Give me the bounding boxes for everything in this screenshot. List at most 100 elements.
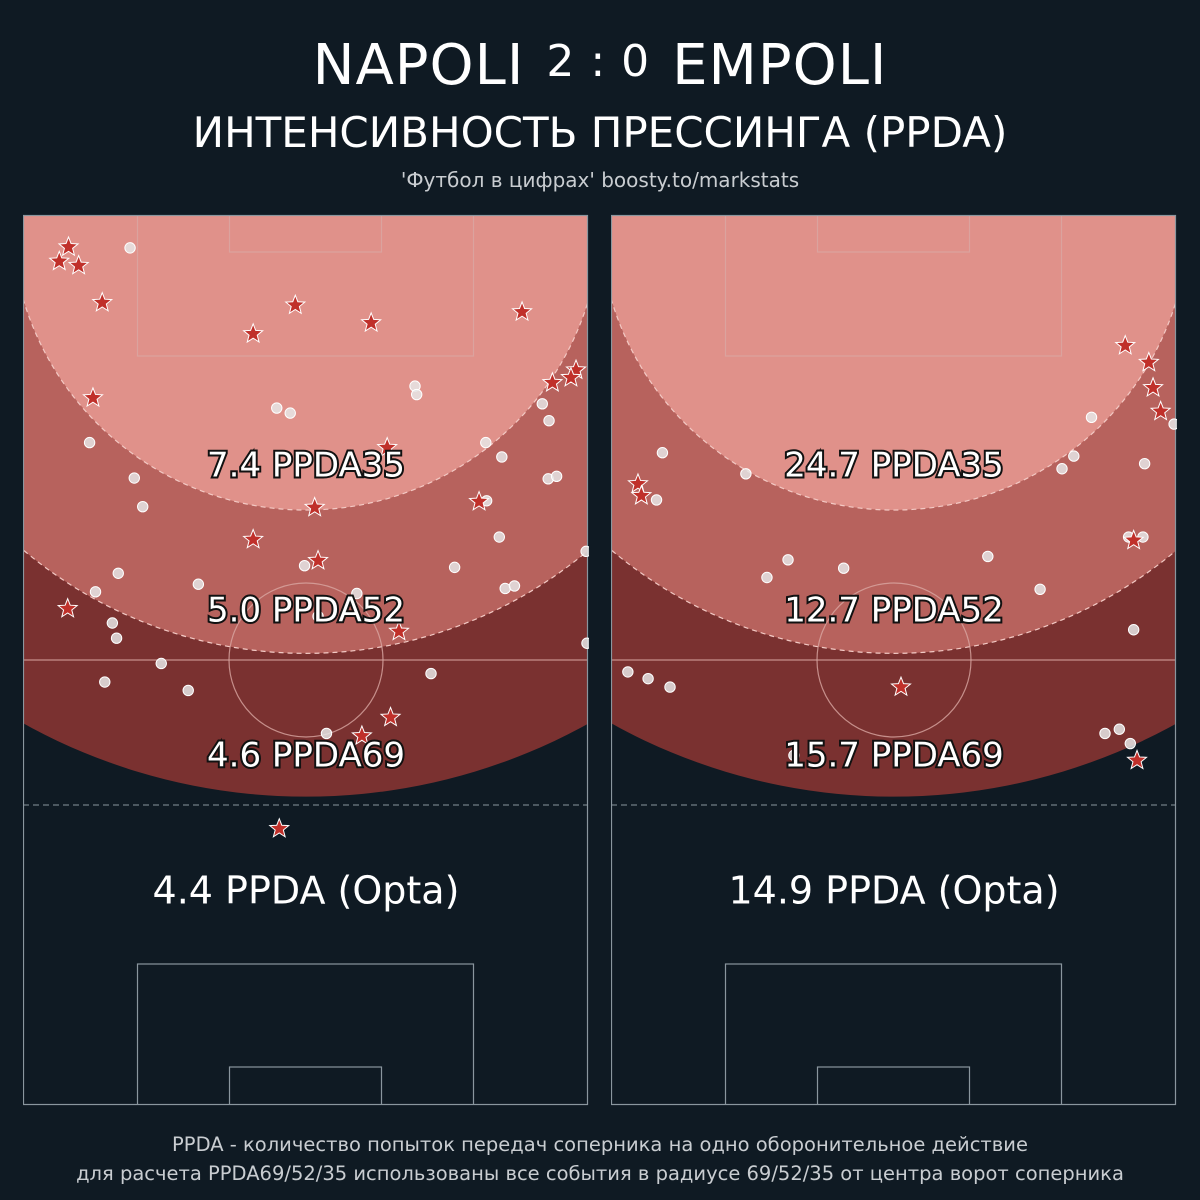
event-star: [56, 597, 79, 618]
event-dot: [480, 436, 492, 449]
event-star: [1114, 334, 1137, 355]
footer-notes: PPDA - количество попыток передач соперн…: [0, 1130, 1200, 1188]
event-dot: [1127, 624, 1140, 636]
event-star: [242, 322, 264, 344]
event-star: [376, 436, 399, 457]
event-star: [890, 675, 912, 697]
event-dot: [581, 637, 589, 649]
event-dot: [508, 580, 521, 592]
event-dot: [761, 571, 773, 584]
event-dot: [536, 398, 548, 410]
event-dot: [110, 632, 123, 644]
event-dot: [192, 578, 205, 590]
event-star: [360, 311, 382, 333]
event-star: [1126, 749, 1148, 770]
event-dot: [182, 684, 194, 697]
event-star: [1149, 400, 1172, 421]
event-dot: [1138, 457, 1151, 470]
event-star: [351, 724, 373, 746]
zone-label-ppda69: 4.6 PPDA69: [207, 736, 405, 776]
event-dot: [83, 436, 96, 449]
event-dot: [1113, 723, 1126, 735]
event-dot: [664, 681, 676, 693]
match-title: NAPOLI 2 : 0 EMPOLI: [0, 28, 1200, 100]
six-yard-box-bottom: [816, 1066, 971, 1105]
pitch-chart-napoli: 7.4 PPDA35 5.0 PPDA52 4.6 PPDA69 4.4 PPDA (…: [23, 214, 589, 1106]
event-dot: [271, 402, 283, 414]
event-dot: [124, 242, 136, 254]
event-dot: [312, 610, 324, 622]
penalty-box-top: [136, 215, 475, 357]
event-dot: [128, 472, 140, 484]
event-dot: [788, 749, 800, 762]
event-star: [242, 528, 264, 549]
event-dot: [284, 407, 296, 419]
six-yard-box-top: [816, 215, 971, 253]
event-dot: [137, 500, 149, 513]
match-score: 2 : 0: [546, 36, 651, 87]
event-dot: [410, 388, 423, 401]
event-dot: [155, 657, 167, 670]
event-dot: [1124, 737, 1136, 750]
event-star: [511, 300, 533, 322]
six-yard-box-bottom: [228, 1066, 383, 1105]
center-circle: [816, 582, 972, 738]
event-dot: [448, 561, 461, 574]
opta-ppda-label: 14.9 PPDA (Opta): [728, 869, 1059, 913]
event-dot: [351, 587, 363, 600]
home-team-name: NAPOLI: [312, 33, 525, 98]
event-dot: [89, 586, 102, 598]
event-dot: [99, 676, 111, 688]
event-dot: [493, 531, 505, 543]
footer-line-2: для расчета PPDA69/52/35 использованы вс…: [76, 1162, 1124, 1185]
zone-ppda35: [611, 215, 1176, 511]
event-dot: [499, 582, 511, 595]
event-dot: [1056, 463, 1068, 475]
event-star: [1138, 351, 1160, 372]
event-star: [303, 496, 326, 517]
away-team-name: EMPOLI: [672, 33, 888, 98]
event-dot: [1085, 411, 1098, 424]
pitch-outline: [23, 214, 589, 1106]
event-star: [48, 249, 71, 271]
event-dot: [580, 545, 589, 558]
event-dot: [298, 559, 311, 572]
penalty-box-bottom: [136, 963, 475, 1105]
event-star: [379, 706, 402, 727]
event-dot: [550, 470, 563, 483]
event-star: [67, 254, 90, 275]
zone-label-ppda52: 5.0 PPDA52: [207, 591, 405, 631]
event-dot: [837, 562, 850, 574]
pitch-chart-empoli: 24.7 PPDA35 12.7 PPDA52 15.7 PPDA69 14.9 PP…: [611, 214, 1177, 1106]
event-dot: [320, 727, 333, 740]
zone-label-ppda35: 24.7 PPDA35: [784, 446, 1004, 486]
credit-line: 'Футбол в цифрах' boosty.to/markstats: [400, 168, 800, 192]
event-dot: [642, 672, 654, 685]
event-star: [91, 291, 114, 312]
event-star: [630, 484, 653, 505]
event-dot: [740, 468, 752, 480]
event-dot: [656, 447, 669, 459]
event-dot: [112, 567, 124, 579]
event-dot: [1168, 418, 1177, 430]
event-dot: [982, 550, 994, 563]
penalty-box-top: [724, 215, 1063, 357]
event-star: [268, 817, 291, 838]
event-dot: [1099, 727, 1111, 740]
event-dot: [782, 554, 794, 566]
event-star: [307, 549, 329, 570]
chart-subtitle: ИНТЕНСИВНОСТЬ ПРЕССИНГА (PPDA): [192, 108, 1008, 157]
event-dot: [106, 617, 119, 629]
event-star: [1142, 376, 1164, 398]
six-yard-box-top: [228, 215, 383, 253]
opta-ppda-label: 4.4 PPDA (Opta): [153, 869, 460, 913]
event-star: [468, 490, 490, 511]
penalty-box-bottom: [724, 963, 1063, 1105]
center-circle: [228, 582, 384, 738]
event-star: [82, 386, 104, 408]
event-star: [627, 472, 649, 494]
event-dot: [496, 451, 508, 463]
event-dot: [1068, 450, 1080, 462]
event-dot: [1034, 583, 1046, 595]
event-dot: [425, 667, 437, 680]
